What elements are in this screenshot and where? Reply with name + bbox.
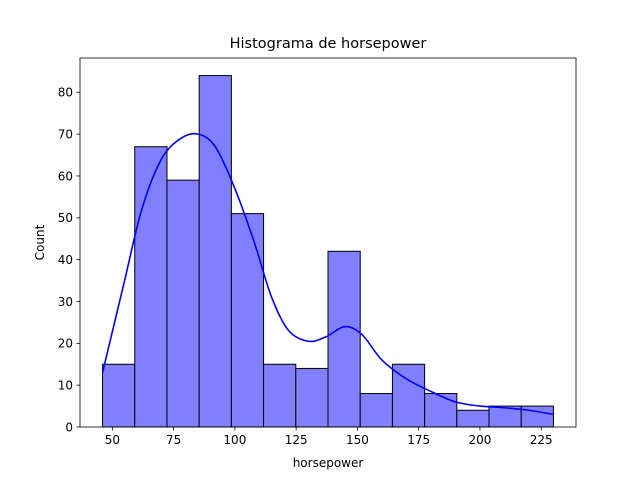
histogram-bar [166, 179, 200, 428]
chart-title: Histograma de horsepower [230, 36, 427, 52]
y-axis-ticks: 0 10 20 30 40 50 60 70 80 [58, 86, 80, 434]
histogram-bar [391, 363, 426, 428]
kde-curve [101, 132, 554, 416]
x-tick-label: 50 [105, 433, 120, 447]
histogram-bar [424, 393, 458, 428]
histogram-bar [134, 146, 168, 428]
y-tick-label: 30 [58, 295, 73, 309]
x-tick-label: 200 [468, 433, 491, 447]
histogram-bar [263, 363, 297, 428]
bars-group [102, 75, 554, 428]
y-tick-label: 60 [58, 169, 73, 183]
histogram-bar [295, 367, 329, 428]
plot-frame [79, 57, 577, 428]
histogram-bar [359, 393, 393, 428]
x-tick-label: 100 [223, 433, 246, 447]
y-tick-label: 80 [58, 86, 73, 100]
x-tick-label: 75 [166, 433, 181, 447]
x-tick-label: 175 [407, 433, 430, 447]
x-tick-label: 225 [530, 433, 553, 447]
y-tick-label: 70 [58, 127, 73, 141]
histogram-bar [456, 409, 490, 428]
histogram-bar [230, 213, 265, 428]
y-tick-label: 0 [65, 420, 73, 434]
x-tick-label: 125 [285, 433, 308, 447]
x-axis-ticks: 50 75 100 125 150 175 200 225 [105, 427, 553, 447]
x-tick-label: 150 [346, 433, 369, 447]
y-tick-label: 20 [58, 337, 73, 351]
histogram-bar [198, 75, 232, 428]
y-axis-label: Count [33, 224, 47, 260]
x-axis-label: horsepower [293, 456, 364, 470]
y-tick-label: 40 [58, 253, 73, 267]
histogram-bar [102, 363, 136, 428]
histogram-bar [327, 250, 361, 428]
y-tick-label: 10 [58, 378, 73, 392]
y-tick-label: 50 [58, 211, 73, 225]
